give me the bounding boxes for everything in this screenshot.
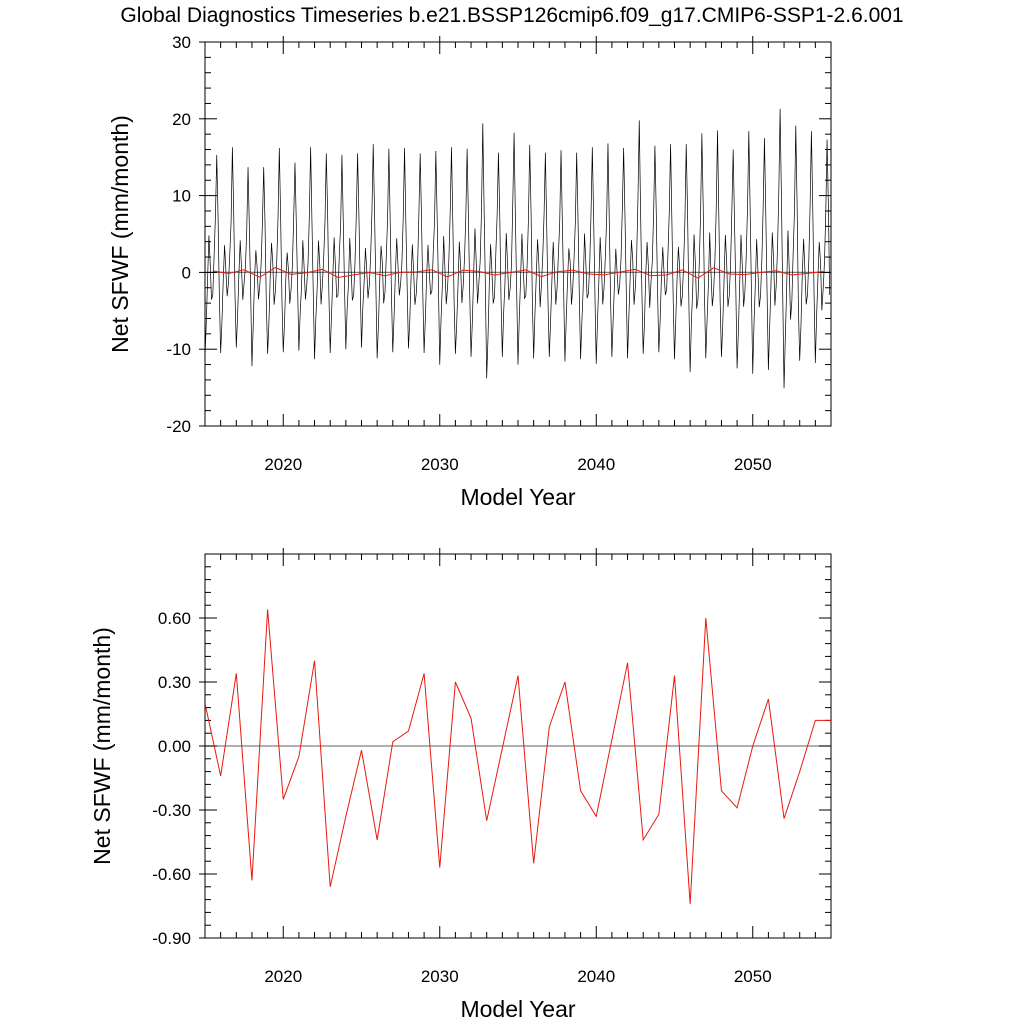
y-tick-label: -0.90	[152, 929, 191, 948]
y-axis-label: Net SFWF (mm/month)	[89, 627, 115, 865]
bottom-panel: 2020 2030 2040 2050 -0.90 -0.60 -0.30 0.00 0.30 0…	[89, 548, 832, 1022]
x-tick-label: 2050	[734, 967, 772, 986]
y-tick-label: 0.30	[158, 673, 191, 692]
y-tick-label: 0.00	[158, 737, 191, 756]
y-tick-label: 20	[172, 110, 191, 129]
x-axis-label: Model Year	[460, 484, 575, 510]
y-tick-label: -0.30	[152, 801, 191, 820]
x-tick-label: 2020	[264, 455, 302, 474]
x-tick-label: 2040	[577, 455, 615, 474]
annual-mean-series-line	[205, 609, 831, 904]
x-tick-label: 2030	[421, 455, 459, 474]
x-tick-label: 2030	[421, 967, 459, 986]
y-tick-label: 30	[172, 33, 191, 52]
x-tick-label: 2050	[734, 455, 772, 474]
y-tick-label: 10	[172, 187, 191, 206]
y-tick-label: -10	[166, 340, 191, 359]
y-tick-label: 0.60	[158, 609, 191, 628]
monthly-series-line	[205, 108, 831, 389]
x-axis-label: Model Year	[460, 996, 575, 1022]
y-tick-label: -20	[166, 417, 191, 436]
x-tick-label: 2020	[264, 967, 302, 986]
x-tick-label: 2040	[577, 967, 615, 986]
y-tick-label: 0	[182, 263, 191, 282]
y-axis-label: Net SFWF (mm/month)	[107, 115, 133, 353]
annual-mean-series-line	[212, 266, 824, 279]
y-tick-label: -0.60	[152, 865, 191, 884]
chart-title: Global Diagnostics Timeseries b.e21.BSSP…	[120, 4, 904, 27]
